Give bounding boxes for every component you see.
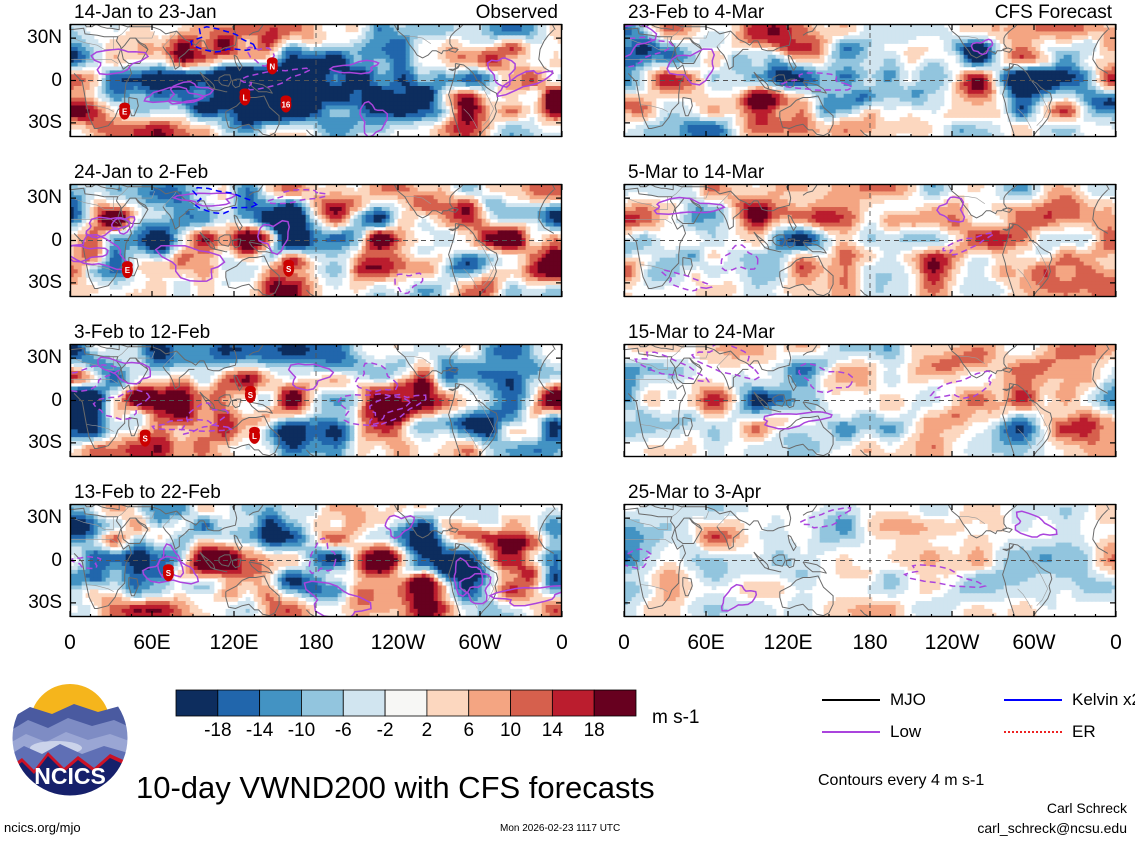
map-panel [623,503,1117,618]
colorbar-tick-label: -14 [246,720,274,741]
colorbar-tick-label: -2 [377,720,394,741]
map-panel: S [69,503,563,618]
colorbar-segment [342,689,386,717]
ncics-logo: NCICS [11,679,129,797]
x-axis-tick-label: 180 [830,631,910,655]
panel-title: 14-Jan to 23-Jan [74,2,217,24]
colorbar-segment [259,689,302,717]
panel-title: 25-Mar to 3-Apr [628,482,761,504]
svg-text:L: L [242,93,247,102]
y-axis-tick-label: 30S [0,112,62,134]
colorbar: -18 -14 -10 -6 -2 2 6 10 14 18 [175,689,637,741]
y-axis-tick-label: 0 [0,550,62,572]
panel-title: 24-Jan to 2-Feb [74,162,208,184]
colorbar-tick-label: 18 [584,720,605,741]
y-axis-tick-label: 0 [0,230,62,252]
map-panel [623,183,1117,298]
main-title: 10-day VWND200 with CFS forecasts [136,770,655,806]
panel-title: 23-Feb to 4-Mar [628,2,764,24]
legend-label: ER [1072,722,1096,742]
column-heading: Observed [352,2,558,24]
x-axis-tick-label: 0 [1076,631,1135,655]
colorbar-tick-label: -18 [204,720,231,741]
legend-label: Kelvin x2 [1072,690,1135,710]
author-email: carl_schreck@ncsu.edu [977,820,1127,836]
colorbar-tick-label: 6 [463,720,474,741]
y-axis-tick-label: 30S [0,272,62,294]
y-axis-tick-label: 0 [0,70,62,92]
x-axis-tick-label: 0 [30,631,110,655]
x-axis-tick-label: 120E [748,631,828,655]
panel-title: 3-Feb to 12-Feb [74,322,210,344]
colorbar-segment [217,689,261,717]
colorbar-segment [426,689,470,717]
colorbar-tick-label: -10 [288,720,315,741]
x-axis-tick-label: 120E [194,631,274,655]
x-axis-tick-label: 0 [584,631,664,655]
colorbar-segment [510,689,553,717]
legend-label: Low [890,722,921,742]
colorbar-units-label: m s-1 [652,707,700,729]
x-axis-tick-label: 60W [994,631,1074,655]
colorbar-segment [593,689,637,717]
colorbar-segment [551,689,595,717]
colorbar-tick-label: 14 [542,720,564,741]
y-axis-tick-label: 30N [0,187,62,209]
y-axis-tick-label: 30N [0,347,62,369]
x-axis-tick-label: 120W [912,631,992,655]
legend-line-low [822,731,880,733]
x-axis-tick-label: 0 [522,631,602,655]
y-axis-tick-label: 30S [0,592,62,614]
x-axis-tick-label: 60E [112,631,192,655]
map-panel: S LS [69,343,563,458]
map-panel [623,343,1117,458]
y-axis-tick-label: 30S [0,432,62,454]
timestamp: Mon 2026-02-23 1117 UTC [500,823,620,834]
x-axis-tick-label: 180 [276,631,356,655]
logo-text: NCICS [34,763,106,789]
panel-title: 15-Mar to 24-Mar [628,322,775,344]
map-panel: E N L 16 [69,23,563,138]
legend-line-kelvin-x2 [1004,699,1062,701]
contour-note: Contours every 4 m s-1 [818,772,984,790]
x-axis-tick-label: 60E [666,631,746,655]
y-axis-tick-label: 30N [0,27,62,49]
legend-line-er [1004,731,1062,733]
colorbar-tick-label: -6 [335,720,352,741]
y-axis-tick-label: 0 [0,390,62,412]
colorbar-segment [384,689,428,717]
panel-title: 13-Feb to 22-Feb [74,482,221,504]
legend-label: MJO [890,690,926,710]
svg-text:N: N [269,62,275,71]
colorbar-segment [301,689,344,717]
colorbar-tick-label: 2 [422,720,433,741]
map-panel [623,23,1117,138]
site-url: ncics.org/mjo [4,820,81,835]
svg-text:16: 16 [281,101,290,110]
author-name: Carl Schreck [1047,800,1127,816]
colorbar-segment [175,689,219,717]
y-axis-tick-label: 30N [0,507,62,529]
colorbar-segment [468,689,511,717]
colorbar-tick-label: 10 [500,720,521,741]
legend-line-mjo [822,699,880,701]
svg-text:E: E [122,108,128,117]
panel-title: 5-Mar to 14-Mar [628,162,764,184]
x-axis-tick-label: 120W [358,631,438,655]
x-axis-tick-label: 60W [440,631,520,655]
column-heading: CFS Forecast [906,2,1112,24]
